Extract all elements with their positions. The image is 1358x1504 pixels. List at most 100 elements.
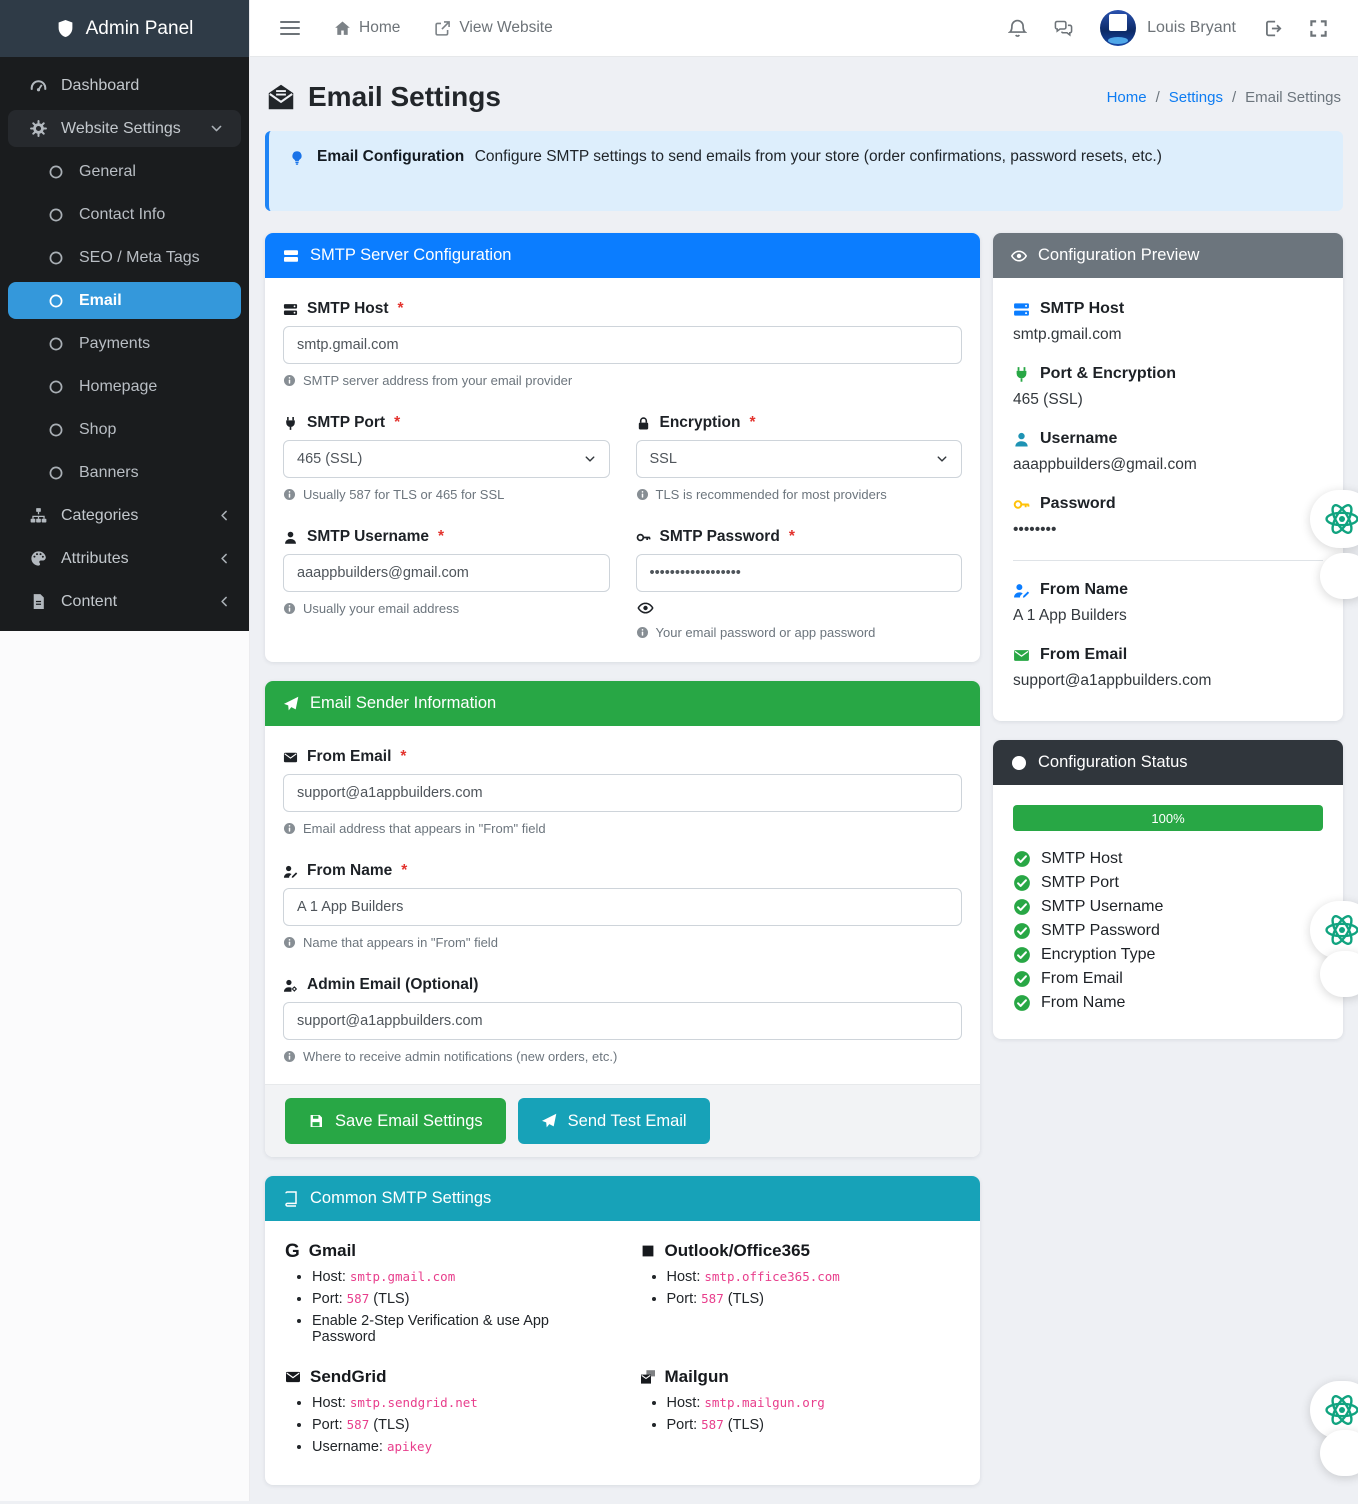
- check-circle-icon: [1013, 898, 1031, 916]
- topbar-right: Louis Bryant: [1008, 10, 1328, 46]
- view-website-link[interactable]: View Website: [434, 19, 553, 37]
- preview-card-header: Configuration Preview: [993, 233, 1343, 278]
- smtp-username-input[interactable]: [283, 554, 610, 592]
- file-icon: [30, 593, 47, 610]
- comments-icon: [1054, 19, 1073, 38]
- from-email-input[interactable]: [283, 774, 962, 812]
- lightbulb-icon: [289, 150, 305, 166]
- sidebar-item-general[interactable]: General: [0, 150, 249, 193]
- chatgpt-extension-button[interactable]: [1310, 1381, 1358, 1439]
- expand-icon: [1309, 19, 1328, 38]
- chatgpt-icon: [1324, 912, 1358, 948]
- topbar: Home View Website Louis Bryant: [250, 0, 1358, 57]
- breadcrumb: Home / Settings / Email Settings: [1106, 88, 1341, 106]
- status-item: SMTP Username: [1013, 895, 1323, 919]
- envelope-open-icon: [267, 83, 295, 111]
- email-sender-information-card: Email Sender Information From Email *: [265, 681, 980, 1157]
- topbar-home-link[interactable]: Home: [334, 19, 400, 37]
- mail-bulk-icon: [640, 1369, 656, 1385]
- sidebar-item-attributes[interactable]: Attributes: [0, 537, 249, 580]
- sign-out-icon: [1263, 19, 1282, 38]
- left-rail: Admin Panel Dashboard Website Settings G…: [0, 0, 250, 1501]
- smtp-username-field: SMTP Username * Usually your email addre…: [283, 528, 610, 640]
- provider-detail: Host: smtp.office365.com: [667, 1269, 961, 1285]
- chatgpt-extension-button[interactable]: [1310, 490, 1358, 548]
- encryption-select[interactable]: SSL: [635, 440, 962, 478]
- sidebar-item-dashboard[interactable]: Dashboard: [0, 64, 249, 107]
- notifications-button[interactable]: [1008, 19, 1027, 38]
- preview-username: Username aaappbuilders@gmail.com: [1013, 430, 1197, 473]
- server-icon: [283, 302, 298, 317]
- brand: Admin Panel: [0, 0, 249, 57]
- sidebar-item-banners[interactable]: Banners: [0, 451, 249, 494]
- breadcrumb-current: Email Settings: [1245, 88, 1341, 106]
- check-circle-icon: [1013, 970, 1031, 988]
- bell-icon: [1008, 19, 1027, 38]
- chevron-down-icon: [584, 453, 596, 465]
- smtp-card-header: SMTP Server Configuration: [265, 233, 980, 278]
- toggle-password-visibility-button[interactable]: [636, 600, 655, 616]
- status-item: From Name: [1013, 991, 1323, 1015]
- external-link-icon: [434, 20, 451, 37]
- preview-password: Password ••••••••: [1013, 495, 1116, 538]
- smtp-password-field: SMTP Password * Your email password or a…: [635, 528, 962, 640]
- smtp-password-input[interactable]: [635, 554, 962, 592]
- ai-brain-extension-button[interactable]: [1320, 553, 1358, 599]
- provider-detail: Port: 587 (TLS): [667, 1291, 961, 1307]
- sidebar-item-payments[interactable]: Payments: [0, 322, 249, 365]
- check-circle-icon: [1013, 994, 1031, 1012]
- sidebar-item-seo-meta-tags[interactable]: SEO / Meta Tags: [0, 236, 249, 279]
- provider-mailgun: Mailgun Host: smtp.mailgun.org Port: 587…: [640, 1367, 961, 1461]
- sidebar-item-homepage[interactable]: Homepage: [0, 365, 249, 408]
- admin-email-input[interactable]: [283, 1002, 962, 1040]
- breadcrumb-settings-link[interactable]: Settings: [1168, 88, 1223, 106]
- eye-icon: [636, 600, 655, 616]
- chatgpt-extension-button[interactable]: [1310, 901, 1358, 959]
- user-edit-icon: [283, 864, 298, 879]
- envelope-icon: [1013, 647, 1030, 664]
- smtp-host-help: SMTP server address from your email prov…: [283, 373, 962, 388]
- messages-button[interactable]: [1054, 19, 1073, 38]
- chevron-left-icon: [218, 552, 231, 565]
- save-email-settings-button[interactable]: Save Email Settings: [285, 1098, 506, 1144]
- logout-button[interactable]: [1263, 19, 1282, 38]
- form-actions: Save Email Settings Send Test Email: [265, 1084, 980, 1157]
- from-name-input[interactable]: [283, 888, 962, 926]
- check-circle-icon: [1013, 946, 1031, 964]
- ai-brain-extension-button[interactable]: [1320, 951, 1358, 997]
- breadcrumb-home-link[interactable]: Home: [1106, 88, 1147, 106]
- sidebar-toggle-button[interactable]: [280, 21, 300, 35]
- sidebar-item-email[interactable]: Email: [8, 282, 241, 319]
- sidebar-item-shop[interactable]: Shop: [0, 408, 249, 451]
- eye-icon: [1011, 248, 1027, 264]
- sidebar-item-categories[interactable]: Categories: [0, 494, 249, 537]
- envelope-icon: [283, 750, 298, 765]
- sidebar-item-contact-info[interactable]: Contact Info: [0, 193, 249, 236]
- preview-port-encryption: Port & Encryption 465 (SSL): [1013, 365, 1177, 408]
- sidebar-item-website-settings[interactable]: Website Settings: [8, 110, 241, 147]
- avatar[interactable]: [1100, 10, 1137, 46]
- status-item: SMTP Port: [1013, 871, 1323, 895]
- smtp-host-input[interactable]: [283, 326, 962, 364]
- plug-icon: [1013, 366, 1030, 383]
- provider-detail: Port: 587 (TLS): [312, 1417, 606, 1433]
- fullscreen-button[interactable]: [1309, 19, 1328, 38]
- smtp-port-select[interactable]: 465 (SSL): [283, 440, 610, 478]
- info-icon: [283, 822, 296, 835]
- provider-detail: Port: 587 (TLS): [312, 1291, 606, 1307]
- google-icon: G: [285, 1240, 300, 1262]
- chevron-down-icon: [210, 122, 223, 135]
- user-menu[interactable]: Louis Bryant: [1100, 10, 1236, 46]
- smtp-port-help: Usually 587 for TLS or 465 for SSL: [283, 487, 610, 502]
- chevron-left-icon: [218, 595, 231, 608]
- sidebar-item-content[interactable]: Content: [0, 580, 249, 623]
- preview-from-email: From Email support@a1appbuilders.com: [1013, 646, 1212, 689]
- send-test-email-button[interactable]: Send Test Email: [517, 1098, 710, 1144]
- ai-brain-extension-button[interactable]: [1320, 1430, 1358, 1476]
- paper-plane-icon: [541, 1113, 557, 1129]
- chatgpt-icon: [1324, 501, 1358, 537]
- chevron-down-icon: [936, 453, 948, 465]
- info-icon: [283, 602, 296, 615]
- brain-icon: [1332, 961, 1358, 987]
- key-icon: [636, 530, 651, 545]
